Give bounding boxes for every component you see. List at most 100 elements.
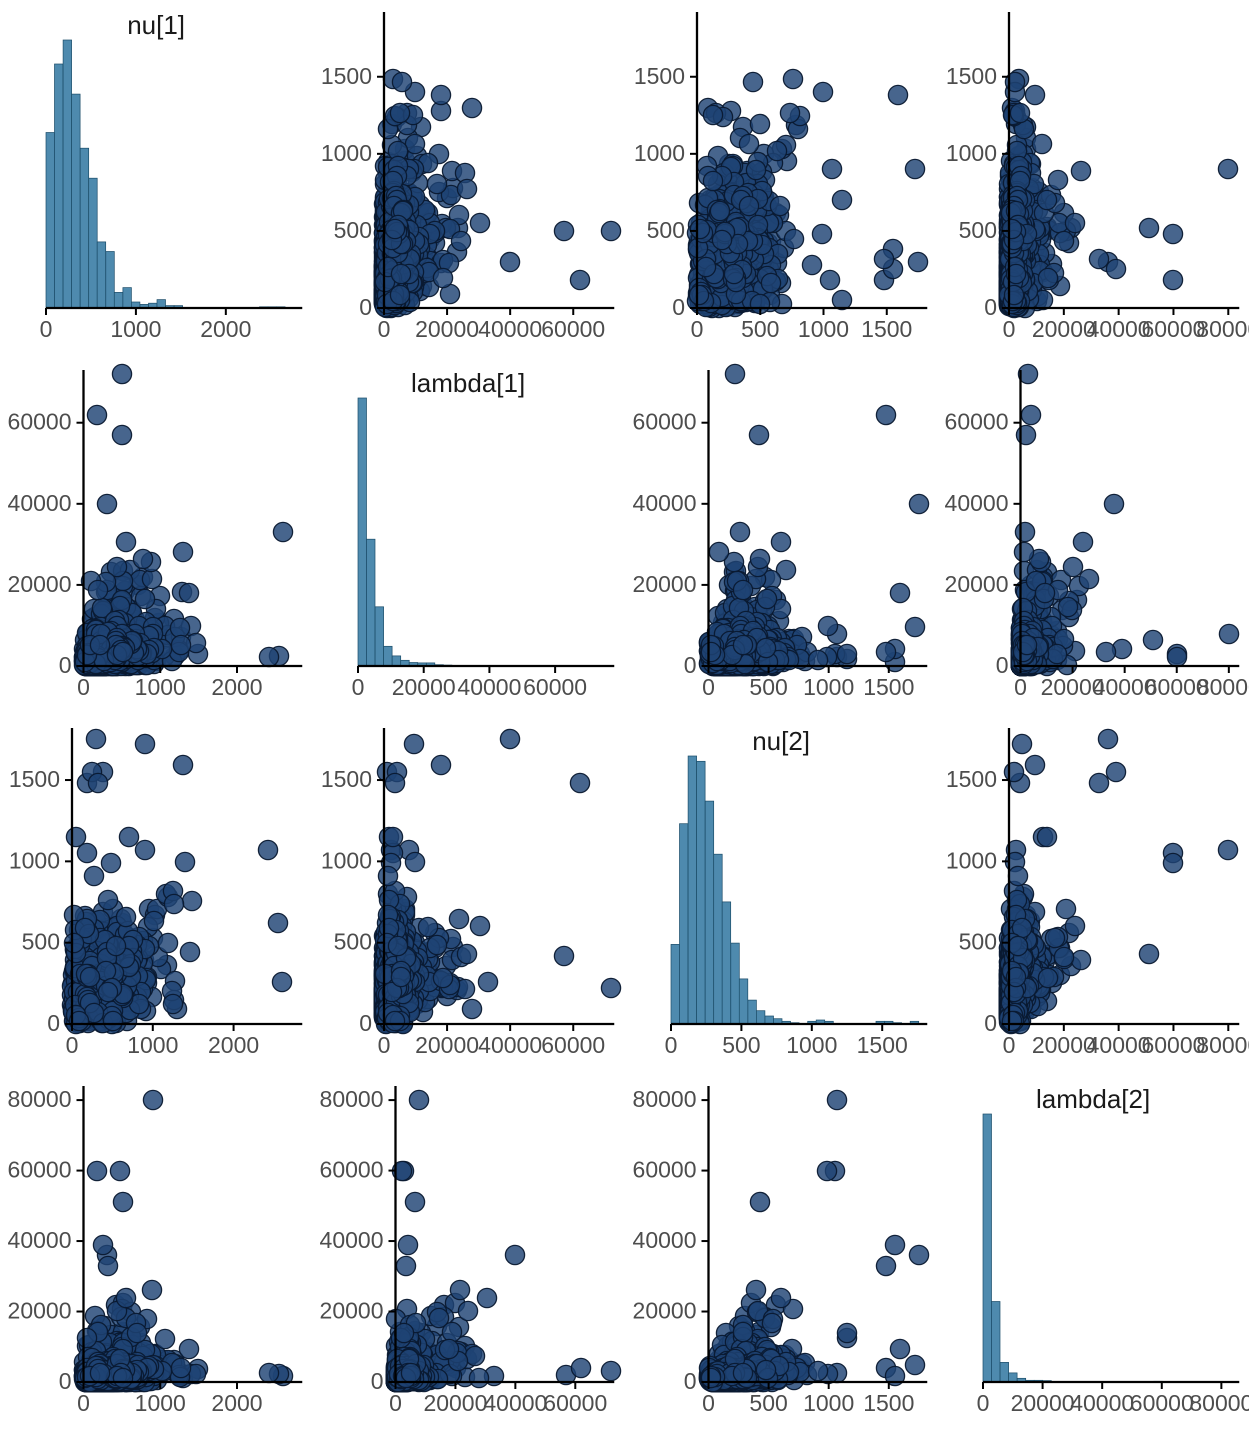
svg-text:40000: 40000 (8, 490, 72, 516)
svg-text:1000: 1000 (135, 1390, 186, 1416)
svg-text:20000: 20000 (632, 571, 696, 597)
svg-text:1000: 1000 (110, 316, 161, 342)
svg-text:1000: 1000 (946, 847, 997, 873)
svg-text:60000: 60000 (1130, 1390, 1194, 1416)
svg-text:2000: 2000 (211, 1390, 262, 1416)
svg-text:20000: 20000 (424, 1390, 488, 1416)
svg-text:0: 0 (378, 1032, 391, 1058)
svg-text:0: 0 (59, 652, 72, 678)
svg-text:500: 500 (334, 929, 372, 955)
svg-text:0: 0 (389, 1390, 402, 1416)
svg-text:1000: 1000 (803, 674, 854, 700)
svg-text:40000: 40000 (478, 316, 542, 342)
svg-text:1500: 1500 (321, 766, 372, 792)
svg-text:0: 0 (59, 1368, 72, 1394)
svg-text:0: 0 (1002, 1032, 1015, 1058)
svg-text:0: 0 (47, 1010, 60, 1036)
svg-text:2000: 2000 (200, 316, 251, 342)
svg-text:0: 0 (672, 294, 685, 320)
svg-text:0: 0 (690, 316, 703, 342)
svg-text:nu[1]: nu[1] (127, 10, 185, 40)
svg-text:40000: 40000 (478, 1032, 542, 1058)
svg-text:1000: 1000 (127, 1032, 178, 1058)
svg-text:1500: 1500 (321, 63, 372, 89)
svg-text:lambda[2]: lambda[2] (1036, 1084, 1150, 1114)
svg-text:500: 500 (646, 217, 684, 243)
svg-text:1000: 1000 (135, 674, 186, 700)
svg-text:40000: 40000 (458, 674, 522, 700)
svg-text:500: 500 (334, 217, 372, 243)
svg-text:1000: 1000 (9, 847, 60, 873)
svg-text:1500: 1500 (863, 674, 914, 700)
svg-text:2000: 2000 (211, 674, 262, 700)
svg-text:0: 0 (702, 674, 715, 700)
svg-text:0: 0 (984, 294, 997, 320)
svg-text:lambda[1]: lambda[1] (411, 368, 525, 398)
svg-text:1500: 1500 (9, 766, 60, 792)
svg-text:20000: 20000 (392, 674, 456, 700)
svg-text:0: 0 (359, 1010, 372, 1036)
svg-text:0: 0 (995, 652, 1008, 678)
svg-text:nu[2]: nu[2] (752, 726, 810, 756)
svg-text:40000: 40000 (944, 490, 1008, 516)
svg-text:0: 0 (378, 316, 391, 342)
svg-text:60000: 60000 (944, 409, 1008, 435)
svg-text:60000: 60000 (632, 409, 696, 435)
svg-text:1000: 1000 (786, 1032, 837, 1058)
svg-text:20000: 20000 (415, 316, 479, 342)
svg-text:60000: 60000 (632, 1157, 696, 1183)
svg-text:40000: 40000 (320, 1227, 384, 1253)
svg-text:80000: 80000 (1196, 316, 1249, 342)
svg-text:40000: 40000 (484, 1390, 548, 1416)
svg-text:20000: 20000 (1010, 1390, 1074, 1416)
svg-text:500: 500 (749, 674, 787, 700)
svg-text:20000: 20000 (8, 571, 72, 597)
svg-text:80000: 80000 (1197, 674, 1249, 700)
svg-text:500: 500 (749, 1390, 787, 1416)
svg-text:20000: 20000 (415, 1032, 479, 1058)
svg-text:0: 0 (352, 674, 365, 700)
svg-text:500: 500 (722, 1032, 760, 1058)
svg-text:0: 0 (683, 1368, 696, 1394)
svg-text:1500: 1500 (633, 63, 684, 89)
svg-text:1500: 1500 (946, 63, 997, 89)
svg-text:500: 500 (741, 316, 779, 342)
svg-text:500: 500 (22, 929, 60, 955)
svg-text:2000: 2000 (208, 1032, 259, 1058)
svg-text:0: 0 (66, 1032, 79, 1058)
svg-text:60000: 60000 (542, 316, 606, 342)
svg-text:1000: 1000 (321, 140, 372, 166)
svg-text:1500: 1500 (946, 766, 997, 792)
svg-text:1000: 1000 (633, 140, 684, 166)
svg-text:0: 0 (702, 1390, 715, 1416)
svg-text:0: 0 (984, 1010, 997, 1036)
svg-text:60000: 60000 (8, 409, 72, 435)
svg-text:80000: 80000 (1196, 1032, 1249, 1058)
svg-text:40000: 40000 (632, 490, 696, 516)
svg-text:20000: 20000 (944, 571, 1008, 597)
svg-text:60000: 60000 (544, 1390, 608, 1416)
svg-text:60000: 60000 (320, 1157, 384, 1183)
svg-text:40000: 40000 (1070, 1390, 1134, 1416)
svg-text:0: 0 (1002, 316, 1015, 342)
svg-text:60000: 60000 (8, 1157, 72, 1183)
svg-text:0: 0 (664, 1032, 677, 1058)
svg-text:0: 0 (976, 1390, 989, 1416)
svg-text:1500: 1500 (856, 1032, 907, 1058)
svg-text:80000: 80000 (632, 1086, 696, 1112)
svg-text:1500: 1500 (861, 316, 912, 342)
svg-text:60000: 60000 (542, 1032, 606, 1058)
svg-text:1500: 1500 (863, 1390, 914, 1416)
svg-text:1000: 1000 (803, 1390, 854, 1416)
svg-text:20000: 20000 (320, 1298, 384, 1324)
svg-text:500: 500 (958, 929, 996, 955)
svg-text:20000: 20000 (632, 1298, 696, 1324)
svg-text:1000: 1000 (946, 140, 997, 166)
svg-text:0: 0 (77, 674, 90, 700)
svg-text:0: 0 (359, 294, 372, 320)
svg-text:0: 0 (683, 652, 696, 678)
svg-text:40000: 40000 (8, 1227, 72, 1253)
svg-text:0: 0 (371, 1368, 384, 1394)
svg-text:80000: 80000 (1189, 1390, 1249, 1416)
svg-text:40000: 40000 (632, 1227, 696, 1253)
